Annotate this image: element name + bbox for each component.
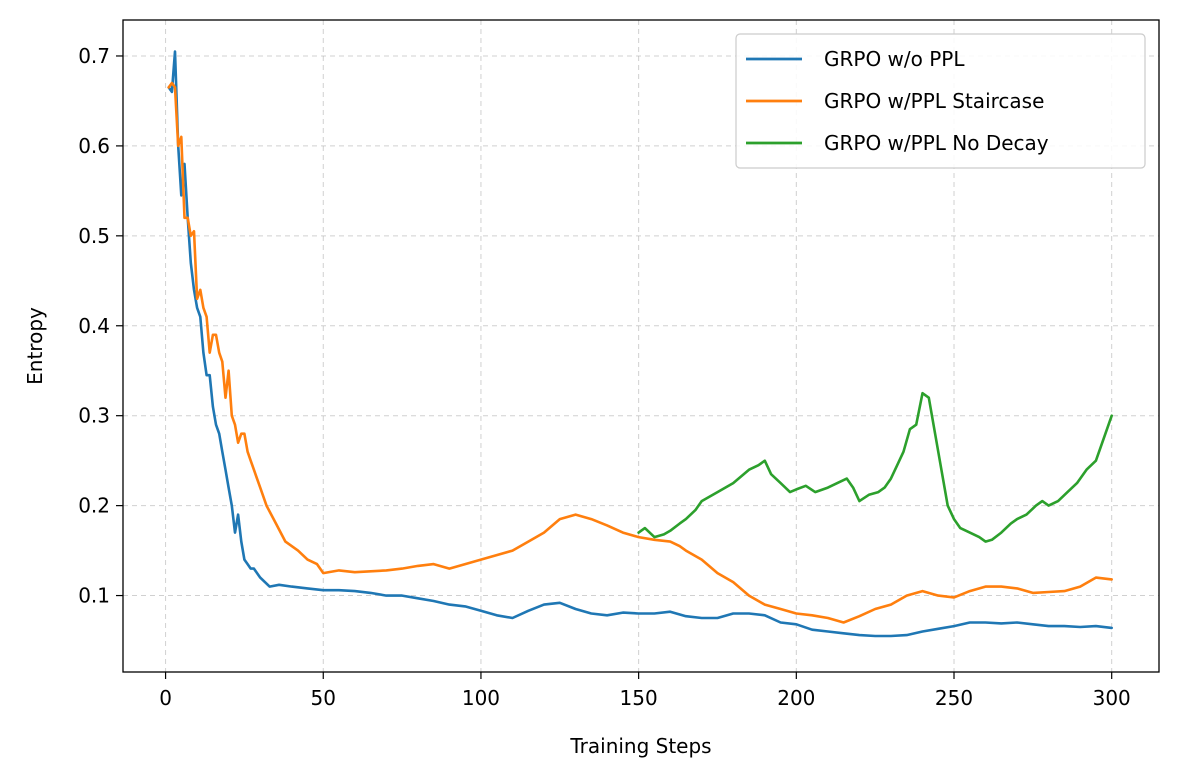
legend-frame <box>735 33 1146 169</box>
x-axis: 0 50 100 150 200 250 300 <box>159 672 1131 710</box>
legend-label-3: GRPO w/PPL No Decay <box>824 131 1049 155</box>
y-axis: 0.1 0.2 0.3 0.4 0.5 0.6 0.7 <box>78 44 123 608</box>
y-tick-label: 0.4 <box>78 314 110 338</box>
legend-label-1: GRPO w/o PPL <box>824 47 965 71</box>
legend-label-2: GRPO w/PPL Staircase <box>824 89 1044 113</box>
y-tick-label: 0.7 <box>78 44 110 68</box>
x-tick-label: 100 <box>462 686 500 710</box>
x-axis-label: Training Steps <box>569 734 711 758</box>
y-tick-label: 0.1 <box>78 584 110 608</box>
x-tick-label: 50 <box>311 686 336 710</box>
plot-frame <box>122 19 1160 673</box>
series-line-1 <box>167 50 1113 638</box>
x-tick-label: 150 <box>620 686 658 710</box>
series-line-3 <box>637 391 1113 543</box>
series-lines <box>167 50 1113 638</box>
y-axis-label: Entropy <box>23 307 47 385</box>
legend: GRPO w/o PPL GRPO w/PPL Staircase GRPO w/P… <box>735 33 1146 169</box>
y-tick-label: 0.2 <box>78 494 110 518</box>
series-line-2 <box>167 81 1113 624</box>
x-tick-label: 250 <box>935 686 973 710</box>
y-tick-label: 0.3 <box>78 404 110 428</box>
x-tick-label: 300 <box>1093 686 1131 710</box>
y-tick-label: 0.5 <box>78 224 110 248</box>
y-tick-label: 0.6 <box>78 134 110 158</box>
x-tick-label: 0 <box>159 686 172 710</box>
x-tick-label: 200 <box>777 686 815 710</box>
